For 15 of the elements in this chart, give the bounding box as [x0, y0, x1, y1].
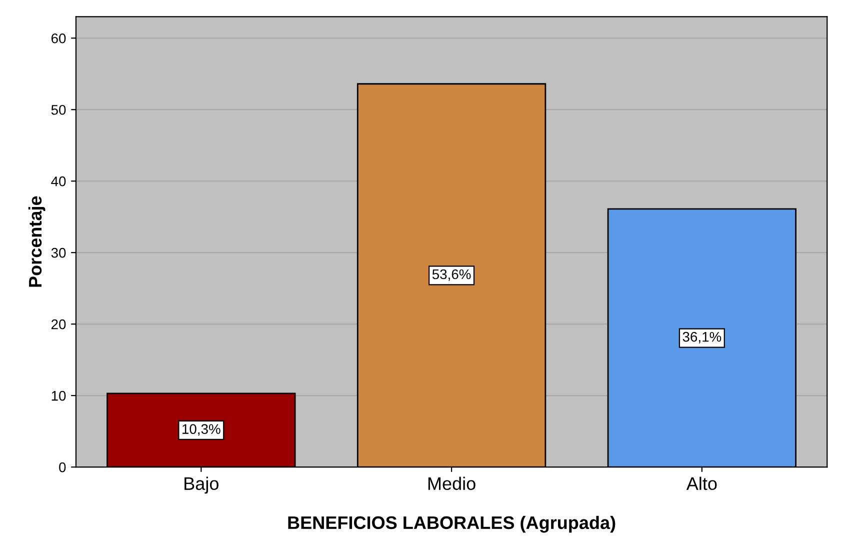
- y-tick-label: 0: [59, 462, 66, 472]
- x-tick-label: Medio: [428, 476, 476, 490]
- y-tick-label: 20: [51, 319, 66, 330]
- y-tick-label: 60: [51, 33, 66, 44]
- x-axis-title: BENEFICIOS LABORALES (Agrupada): [288, 516, 616, 533]
- y-tick-label: 30: [51, 248, 66, 258]
- data-label: 36,1%: [682, 332, 722, 344]
- x-tick-label: Alto: [686, 476, 717, 490]
- y-axis-title: Porcentaje: [28, 196, 46, 287]
- data-label: 10,3%: [182, 424, 220, 436]
- x-tick-label: Bajo: [184, 476, 218, 494]
- y-tick-label: 40: [51, 176, 66, 186]
- y-tick-label: 50: [51, 104, 66, 115]
- data-label: 53,6%: [432, 269, 471, 281]
- y-tick-label: 10: [52, 390, 66, 401]
